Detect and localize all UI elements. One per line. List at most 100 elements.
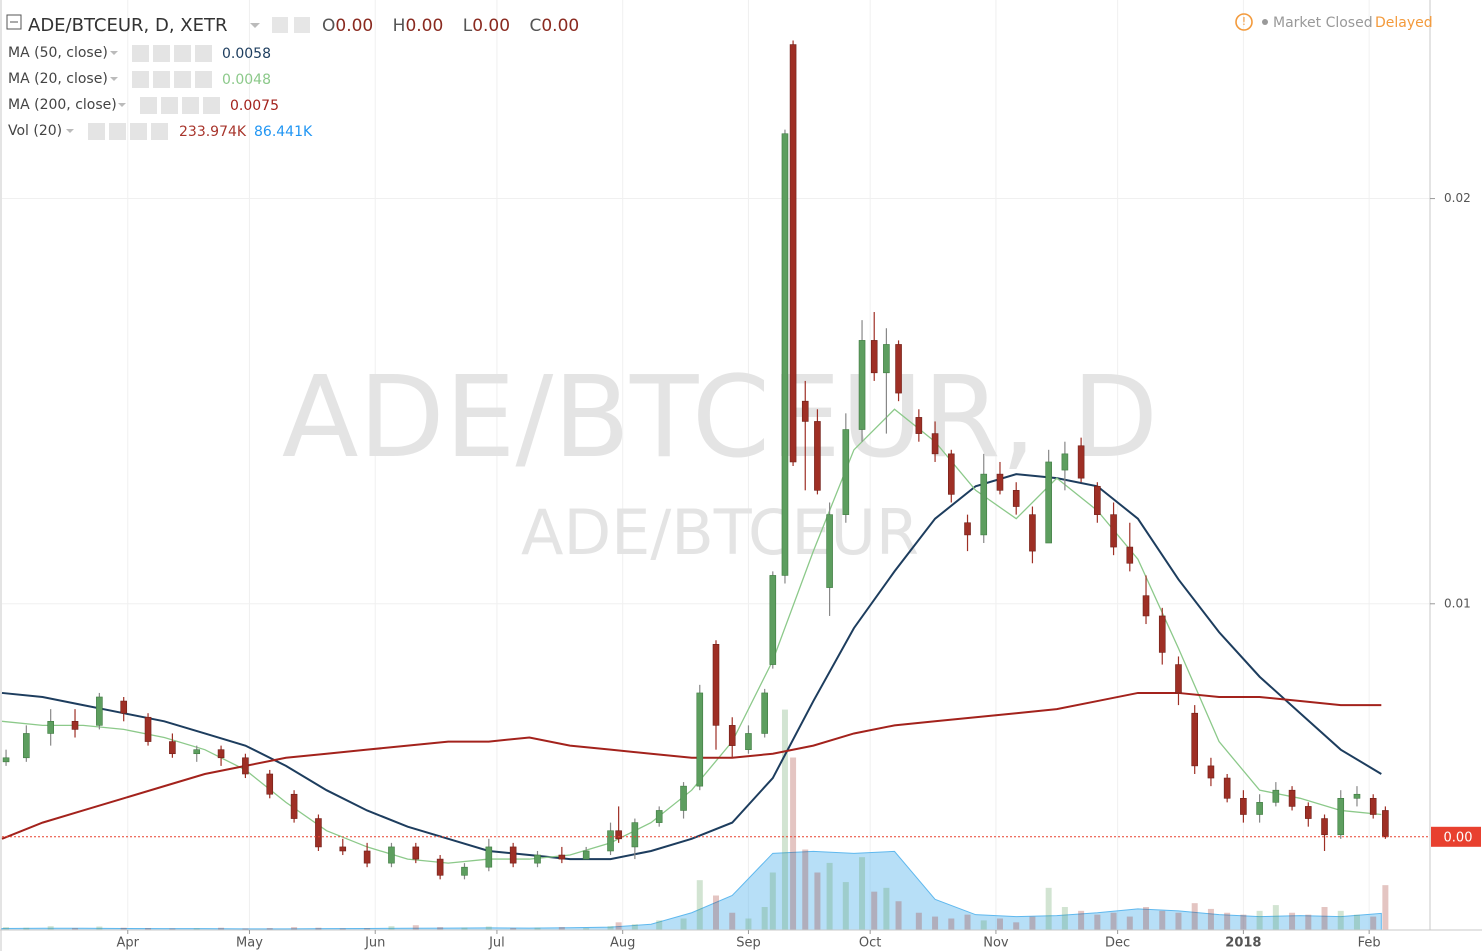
x-tick-label: Jul — [488, 936, 505, 951]
icon-settings[interactable] — [161, 97, 178, 114]
candle-body — [388, 846, 395, 864]
icon-eye[interactable] — [132, 71, 149, 88]
candle-body — [712, 644, 720, 726]
volume-bar — [485, 926, 492, 930]
dropdown[interactable] — [250, 23, 260, 28]
indicator-value: 0.0058 — [222, 46, 271, 62]
candle-body — [144, 716, 152, 742]
candle-body — [1175, 664, 1182, 694]
ohlc-value: 0.00 — [335, 16, 373, 36]
candle-body — [1272, 789, 1280, 803]
indicator-name: MA (50, close) — [8, 45, 108, 61]
volume-bar — [388, 926, 395, 930]
candle-body — [1029, 514, 1036, 552]
dropdown[interactable] — [110, 77, 118, 81]
icon-remove[interactable] — [203, 97, 220, 114]
candle-body — [607, 830, 614, 852]
ohlc-label: H — [393, 16, 406, 36]
volume-bar — [781, 709, 788, 930]
volume-bar — [696, 880, 703, 930]
candle-body — [363, 850, 371, 864]
axes: Apr May Jun Jul Aug Sep Oct Nov Dec 2018 Feb 0.01 0.… — [117, 191, 1481, 951]
candle-body — [1142, 595, 1150, 617]
volume-bar — [1305, 914, 1312, 930]
candle-body — [339, 846, 347, 852]
candle-body — [947, 453, 955, 495]
candle-body — [1110, 514, 1117, 548]
volume-bar — [932, 916, 939, 930]
x-tick-label: 2018 — [1225, 936, 1261, 951]
indicator-name: MA (20, close) — [8, 71, 108, 87]
icon-settings[interactable] — [294, 17, 310, 33]
volume-bar — [883, 887, 890, 930]
volume-bar — [680, 918, 687, 930]
candle-body — [1012, 490, 1020, 507]
icon-settings[interactable] — [109, 123, 126, 140]
warning-icon[interactable] — [1235, 13, 1253, 31]
candle-body — [1077, 445, 1085, 479]
x-tick-label: May — [236, 936, 263, 951]
volume-bar — [193, 928, 200, 930]
dropdown[interactable] — [66, 129, 74, 133]
candle-body — [71, 721, 79, 730]
icon-add[interactable] — [130, 123, 147, 140]
volume-bar — [615, 922, 622, 930]
candle-body — [1126, 546, 1134, 564]
x-tick-label: Dec — [1105, 936, 1130, 951]
icon-eye[interactable] — [132, 45, 149, 62]
volume-bar — [242, 928, 249, 930]
candle-body — [842, 429, 850, 515]
candle-body — [826, 514, 833, 588]
candle-body — [781, 133, 789, 576]
volume-bar — [964, 914, 971, 930]
icon-eye[interactable] — [140, 97, 157, 114]
x-tick-label: Apr — [117, 936, 140, 951]
candle-body — [412, 846, 420, 860]
volume-bar — [120, 927, 127, 930]
candle-body — [980, 473, 988, 536]
ohlc-label: O — [322, 16, 335, 36]
symbol-title: ADE/BTCEUR, D, XETR — [28, 15, 227, 36]
dropdown[interactable] — [118, 103, 126, 107]
x-tick-label: Nov — [983, 936, 1009, 951]
icon-add[interactable] — [182, 97, 199, 114]
icon-remove[interactable] — [195, 71, 212, 88]
candle-body — [315, 818, 322, 848]
candle-body — [1321, 818, 1328, 836]
candle-body — [242, 757, 249, 775]
icon-eye[interactable] — [272, 17, 288, 33]
volume-bar — [72, 928, 79, 930]
candle-body — [1369, 798, 1377, 815]
icon-eye[interactable] — [88, 123, 105, 140]
volume-bar — [1061, 907, 1068, 930]
candle-body — [996, 473, 1004, 491]
candle-body — [680, 785, 687, 811]
icon-settings[interactable] — [153, 45, 170, 62]
volume-bar — [769, 872, 776, 930]
candle-body — [789, 44, 797, 463]
candle-body — [728, 725, 736, 746]
candle-body — [1288, 789, 1296, 807]
volume-bar — [510, 928, 517, 930]
icon-remove[interactable] — [151, 123, 168, 140]
candle-body — [120, 700, 128, 714]
icon-remove[interactable] — [195, 45, 212, 62]
indicator-value: 0.0048 — [222, 72, 271, 88]
candle-body — [814, 421, 821, 491]
volume-bar — [745, 918, 752, 930]
volume-bar — [218, 927, 225, 930]
volume-bar — [583, 928, 590, 930]
candle-body — [1240, 798, 1247, 815]
candle-body — [1223, 777, 1231, 799]
last-price-box — [1431, 826, 1481, 847]
dropdown[interactable] — [110, 51, 118, 55]
candle-body — [436, 858, 444, 876]
ohlc-label: L — [463, 16, 473, 36]
volume-bar — [729, 912, 736, 930]
icon-add[interactable] — [174, 45, 191, 62]
candle-body — [1256, 802, 1263, 815]
volume-bar — [1029, 916, 1036, 930]
collapse-button[interactable] — [6, 14, 22, 30]
icon-settings[interactable] — [153, 71, 170, 88]
icon-add[interactable] — [174, 71, 191, 88]
